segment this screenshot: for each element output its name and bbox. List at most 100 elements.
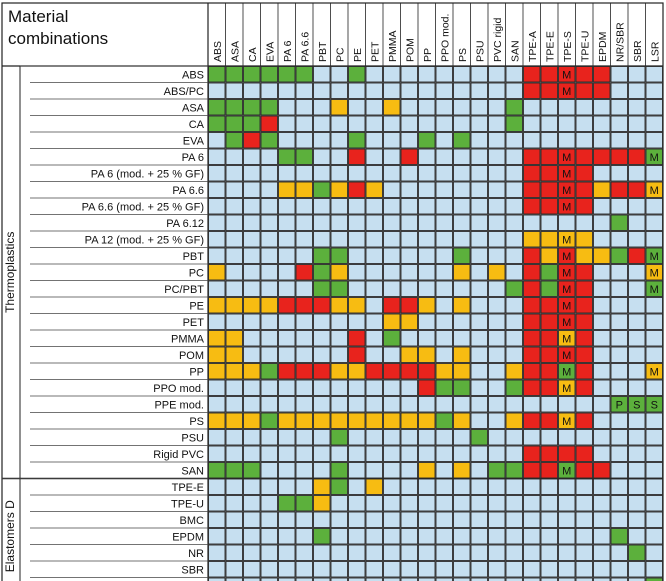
- matrix-cell: [383, 462, 401, 479]
- matrix-cell: [260, 330, 278, 347]
- matrix-cell: [505, 214, 523, 231]
- column-header-4: PA 6: [282, 40, 294, 62]
- matrix-cell: [558, 544, 576, 561]
- row-label-15: PET: [183, 317, 205, 329]
- column-header-19: TPE-E: [544, 31, 556, 62]
- matrix-cell: [418, 297, 436, 314]
- matrix-cell: [348, 396, 366, 413]
- matrix-cell: [313, 66, 331, 83]
- matrix-cell: [260, 280, 278, 297]
- matrix-cell: [453, 445, 471, 462]
- matrix-cell: [558, 82, 576, 99]
- matrix-cell: [645, 412, 663, 429]
- matrix-cell: [470, 165, 488, 182]
- matrix-cell: [453, 462, 471, 479]
- matrix-cell: [628, 511, 646, 528]
- matrix-cell: [295, 148, 313, 165]
- matrix-cell: [523, 346, 541, 363]
- matrix-cell: [488, 214, 506, 231]
- matrix-cell: [593, 264, 611, 281]
- matrix-cell: [470, 528, 488, 545]
- matrix-cell: [488, 297, 506, 314]
- matrix-cell: [628, 115, 646, 132]
- matrix-cell: [383, 66, 401, 83]
- matrix-cell: [330, 132, 348, 149]
- matrix-cell: [313, 181, 331, 198]
- matrix-cell: [365, 148, 383, 165]
- matrix-cell: [365, 429, 383, 446]
- matrix-cell: [435, 429, 453, 446]
- matrix-cell: [243, 478, 261, 495]
- matrix-cell: [243, 66, 261, 83]
- matrix-cell: [505, 495, 523, 512]
- matrix-cell: [243, 528, 261, 545]
- matrix-cell: [628, 297, 646, 314]
- matrix-cell: [488, 247, 506, 264]
- matrix-cell: [208, 478, 226, 495]
- column-header-15: PSU: [474, 40, 486, 62]
- matrix-cell: [593, 181, 611, 198]
- matrix-cell: [593, 66, 611, 83]
- matrix-cell: [383, 396, 401, 413]
- matrix-cell: [330, 429, 348, 446]
- matrix-cell: [453, 561, 471, 578]
- matrix-cell: [575, 412, 593, 429]
- matrix-cell: [593, 577, 611, 581]
- matrix-cell: [243, 561, 261, 578]
- matrix-cell: [645, 429, 663, 446]
- matrix-cell: [523, 82, 541, 99]
- matrix-cell: [313, 214, 331, 231]
- row-label-1: ABS/PC: [164, 86, 204, 98]
- matrix-cell: [400, 66, 418, 83]
- matrix-cell: [313, 297, 331, 314]
- matrix-cell: [225, 165, 243, 182]
- matrix-cell: [575, 363, 593, 380]
- matrix-cell: [313, 198, 331, 215]
- matrix-cell: [628, 66, 646, 83]
- matrix-cell: [575, 82, 593, 99]
- matrix-cell: [348, 330, 366, 347]
- matrix-cell: [645, 148, 663, 165]
- matrix-cell: [558, 511, 576, 528]
- matrix-cell: [313, 363, 331, 380]
- matrix-cell: [348, 379, 366, 396]
- chart-title-line-1: Material: [8, 7, 69, 26]
- matrix-cell: [610, 577, 628, 581]
- matrix-cell: [435, 330, 453, 347]
- matrix-cell: [278, 330, 296, 347]
- matrix-cell: [645, 528, 663, 545]
- matrix-cell: [418, 82, 436, 99]
- cell-mark: M: [650, 284, 659, 296]
- matrix-cell: [383, 412, 401, 429]
- column-header-23: NR/SBR: [614, 22, 626, 62]
- matrix-cell: [400, 346, 418, 363]
- matrix-cell: [523, 231, 541, 248]
- matrix-cell: [628, 330, 646, 347]
- matrix-cell: [330, 247, 348, 264]
- matrix-cell: [260, 577, 278, 581]
- matrix-cell: [610, 445, 628, 462]
- matrix-cell: [400, 445, 418, 462]
- matrix-cell: [435, 511, 453, 528]
- row-label-29: NR: [188, 548, 204, 560]
- matrix-cell: [313, 429, 331, 446]
- matrix-cell: [383, 577, 401, 581]
- matrix-cell: [558, 462, 576, 479]
- column-header-9: PET: [369, 41, 381, 62]
- matrix-cell: [330, 198, 348, 215]
- matrix-cell: [295, 363, 313, 380]
- row-label-17: POM: [179, 350, 204, 362]
- matrix-cell: [295, 198, 313, 215]
- matrix-cell: [313, 462, 331, 479]
- matrix-cell: [628, 231, 646, 248]
- matrix-cell: [558, 297, 576, 314]
- matrix-cell: [435, 82, 453, 99]
- matrix-cell: [418, 528, 436, 545]
- matrix-cell: [488, 66, 506, 83]
- row-label-0: ABS: [182, 69, 204, 81]
- column-header-16: PVC rigid: [492, 17, 504, 62]
- matrix-cell: [365, 132, 383, 149]
- matrix-cell: [365, 396, 383, 413]
- matrix-cell: [575, 313, 593, 330]
